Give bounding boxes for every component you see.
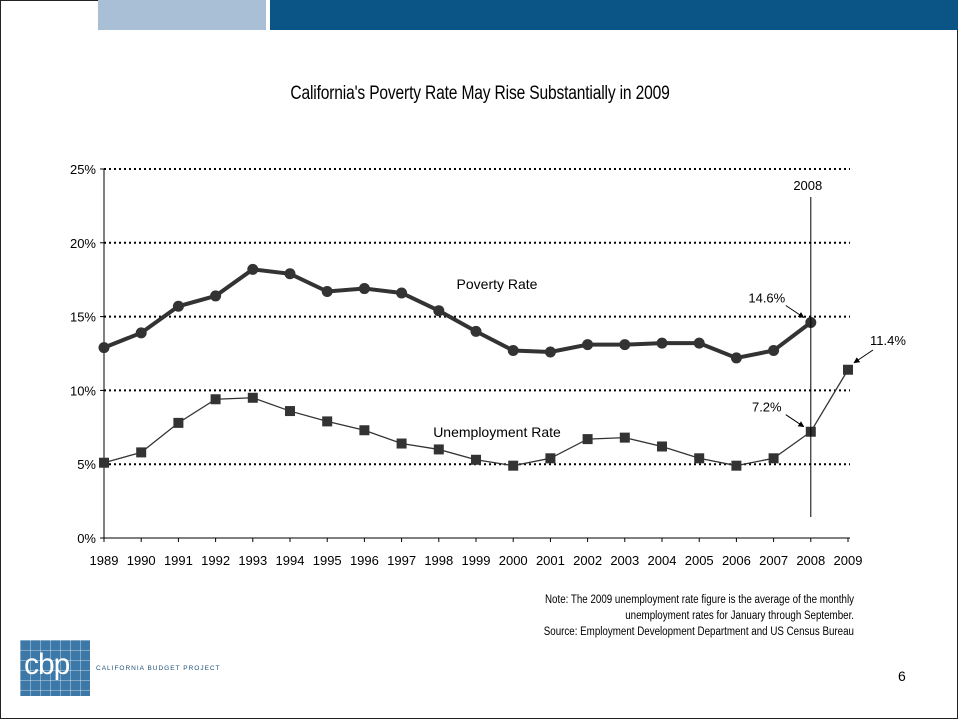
poverty-rate-line (103, 267, 813, 361)
x-tick-label: 2006 (722, 553, 751, 568)
poverty-rate-point (582, 339, 594, 351)
chart-title: California's Poverty Rate May Rise Subst… (290, 83, 670, 104)
y-tick-label: 25% (70, 162, 96, 177)
year-2008-label: 2008 (793, 178, 822, 193)
x-tick-label: 1991 (164, 553, 193, 568)
x-tick-label: 2002 (573, 553, 602, 568)
unemployment-rate-point (768, 453, 779, 464)
note-line: Note: The 2009 unemployment rate figure … (544, 594, 854, 606)
unemployment-rate-point (396, 438, 407, 449)
source-line: Source: Employment Development Departmen… (543, 626, 854, 638)
x-tick-label: 1997 (387, 553, 416, 568)
header-band-dark (270, 0, 958, 30)
page-number: 6 (898, 668, 906, 684)
poverty-rate-point (619, 339, 631, 351)
y-tick-label: 20% (70, 236, 96, 251)
unemployment-rate-point (657, 441, 667, 452)
poverty-rate-point (693, 337, 705, 349)
y-tick-label: 10% (70, 383, 96, 398)
poverty-rate-point (433, 305, 445, 317)
x-tick-label: 2008 (796, 553, 825, 568)
annotation-label: 7.2% (752, 400, 782, 415)
poverty-rate-point (730, 352, 742, 364)
unemployment-rate-point (136, 447, 147, 458)
x-tick-label: 2000 (499, 553, 528, 568)
series (98, 263, 853, 471)
poverty-rate-point (210, 290, 222, 302)
annotation-arrow (785, 305, 805, 318)
annotation-arrow (785, 414, 805, 428)
x-tick-label: 1994 (276, 553, 305, 568)
unemployment-rate-point (582, 434, 593, 445)
x-tick-label: 2005 (685, 553, 714, 568)
logo-mark: cbp (20, 640, 90, 696)
unemployment-rate-point (843, 364, 853, 375)
x-tick-label: 2001 (536, 553, 565, 568)
annotation-label: 14.6% (748, 291, 785, 306)
note-line: unemployment rates for January through S… (625, 610, 854, 622)
annotation-label: 11.4% (870, 333, 906, 348)
x-tick-label: 2003 (610, 553, 639, 568)
poverty-rate-label: Poverty Rate (457, 276, 538, 292)
axes: 0% 5% 10% 15% 20% 25% 1989 1990 1991 1992 1993 1994… (70, 162, 862, 568)
poverty-rate-point (507, 345, 519, 357)
unemployment-rate-point (247, 392, 258, 403)
poverty-rate-point (135, 327, 147, 339)
poverty-rate-point (247, 263, 259, 275)
cbp-logo: cbp CALIFORNIA BUDGET PROJECT (20, 640, 320, 696)
poverty-rate-point (768, 345, 780, 357)
chart-note: Note: The 2009 unemployment rate figure … (497, 592, 854, 640)
poverty-rate-point (544, 346, 556, 358)
x-tick-label: 1995 (313, 553, 342, 568)
unemployment-rate-point (322, 416, 333, 427)
annotation-arrow (853, 349, 874, 364)
poverty-rate-point (396, 287, 408, 299)
logo-letters: cbp (24, 648, 70, 681)
unemployment-rate-point (508, 460, 519, 471)
unemployment-rate-point (619, 432, 630, 443)
unemployment-rate-point (545, 453, 556, 464)
unemployment-rate-point (285, 406, 295, 417)
poverty-rate-point (470, 325, 482, 337)
x-tick-label: 1992 (201, 553, 230, 568)
unemployment-rate-point (173, 417, 184, 428)
x-tick-label: 1989 (90, 553, 119, 568)
x-tick-label: 1999 (462, 553, 491, 568)
x-tick-label: 1990 (127, 553, 156, 568)
gridlines (104, 168, 850, 466)
poverty-rate-point (172, 300, 184, 312)
x-tick-label: 1996 (350, 553, 379, 568)
unemployment-rate-point (359, 425, 370, 436)
x-tick-label: 2007 (759, 553, 788, 568)
x-tick-label: 2004 (648, 553, 677, 568)
unemployment-rate-line (103, 369, 849, 467)
x-tick-label: 1998 (424, 553, 453, 568)
header-band-gap (266, 0, 270, 30)
unemployment-rate-point (99, 457, 109, 468)
poverty-rate-point (321, 286, 333, 298)
x-tick-label: 1993 (238, 553, 267, 568)
poverty-rate-point (656, 337, 668, 349)
unemployment-rate-point (731, 460, 742, 471)
poverty-rate-point (98, 342, 110, 354)
unemployment-rate-label: Unemployment Rate (433, 424, 561, 440)
annotations: Poverty Rate Unemployment Rate 2008 14.6% 7.… (433, 178, 906, 517)
header-band-light (98, 0, 266, 30)
unemployment-rate-point (694, 453, 705, 464)
unemployment-rate-point (471, 454, 481, 465)
y-tick-label: 15% (70, 310, 96, 325)
y-tick-label: 5% (77, 457, 96, 472)
x-tick-label: 2009 (834, 553, 863, 568)
logo-name: CALIFORNIA BUDGET PROJECT (96, 665, 221, 672)
unemployment-rate-point (210, 394, 221, 405)
unemployment-rate-point (433, 444, 444, 455)
poverty-rate-point (284, 268, 296, 280)
poverty-rate-point (358, 283, 370, 295)
y-tick-label: 0% (77, 531, 96, 546)
